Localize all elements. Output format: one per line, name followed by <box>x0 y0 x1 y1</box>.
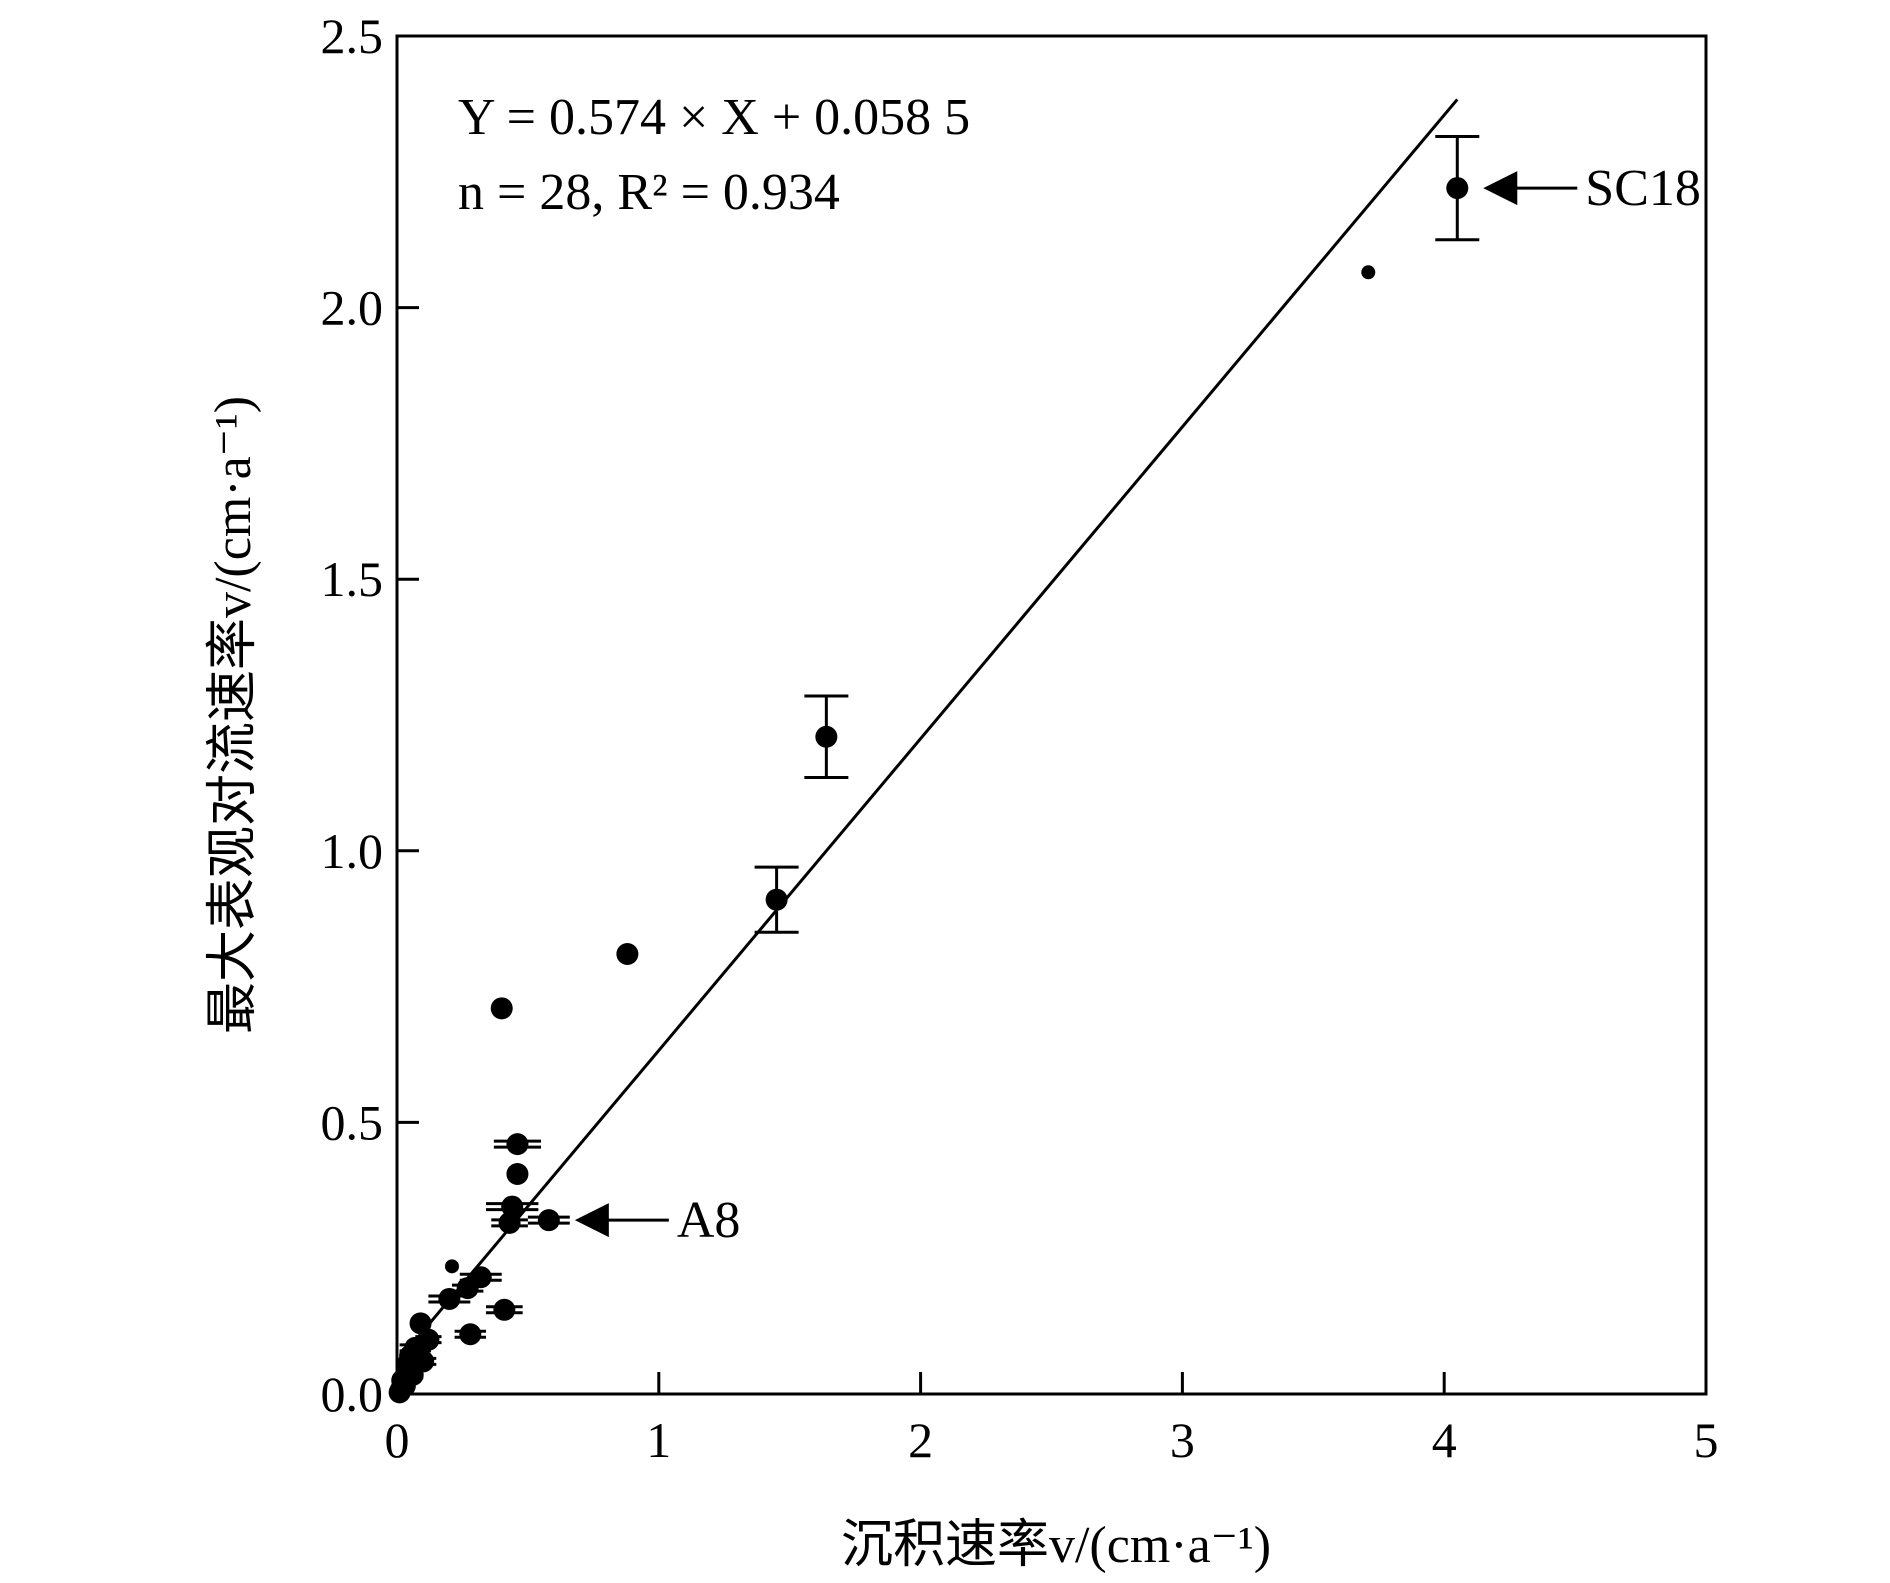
x-tick-label: 3 <box>1170 1412 1195 1468</box>
data-point <box>506 1133 529 1156</box>
x-tick-label: 0 <box>385 1412 410 1468</box>
annotation-label: SC18 <box>1585 160 1701 217</box>
y-tick-label: 0.0 <box>321 1366 384 1422</box>
y-tick-label: 1.0 <box>321 823 384 879</box>
data-point <box>444 1259 459 1274</box>
annotation-arrowhead <box>574 1203 609 1238</box>
data-point <box>493 1298 516 1321</box>
y-tick-label: 0.5 <box>321 1094 384 1150</box>
regression-equation: Y = 0.574 × X + 0.058 5 <box>458 89 970 146</box>
data-point <box>490 997 513 1020</box>
data-point <box>815 725 838 748</box>
data-point <box>616 943 639 966</box>
regression-stats: n = 28, R² = 0.934 <box>458 164 840 221</box>
data-point <box>506 1163 529 1186</box>
y-axis-title: 最大表观对流速率v/(cm·a⁻¹) <box>205 396 262 1034</box>
regression-line <box>395 98 1459 1364</box>
y-tick-label: 2.5 <box>321 8 384 64</box>
data-point <box>409 1312 432 1335</box>
data-point <box>459 1323 482 1346</box>
plot-frame <box>395 34 1708 1396</box>
data-point <box>537 1209 560 1232</box>
data-point <box>498 1211 521 1234</box>
x-tick-label: 2 <box>908 1412 933 1468</box>
data-point <box>501 1195 524 1218</box>
data-point <box>1361 265 1376 280</box>
annotation-label: A8 <box>677 1192 741 1249</box>
y-tick-label: 2.0 <box>321 280 384 336</box>
data-point <box>438 1287 461 1310</box>
data-point <box>765 888 788 911</box>
data-point <box>1446 177 1469 200</box>
data-point <box>456 1277 479 1300</box>
x-tick-label: 4 <box>1432 1412 1457 1468</box>
x-axis-title: 沉积速率v/(cm·a⁻¹) <box>841 1517 1271 1574</box>
data-point <box>388 1381 411 1404</box>
y-tick-label: 1.5 <box>321 551 384 607</box>
plot-marks: 0 1 2 3 4 5 0.0 0.5 1.0 1.5 2.0 2.5 SC18 A8 <box>321 8 1719 1468</box>
annotation-arrowhead <box>1483 171 1518 206</box>
x-tick-label: 1 <box>646 1412 671 1468</box>
x-tick-label: 5 <box>1694 1412 1719 1468</box>
